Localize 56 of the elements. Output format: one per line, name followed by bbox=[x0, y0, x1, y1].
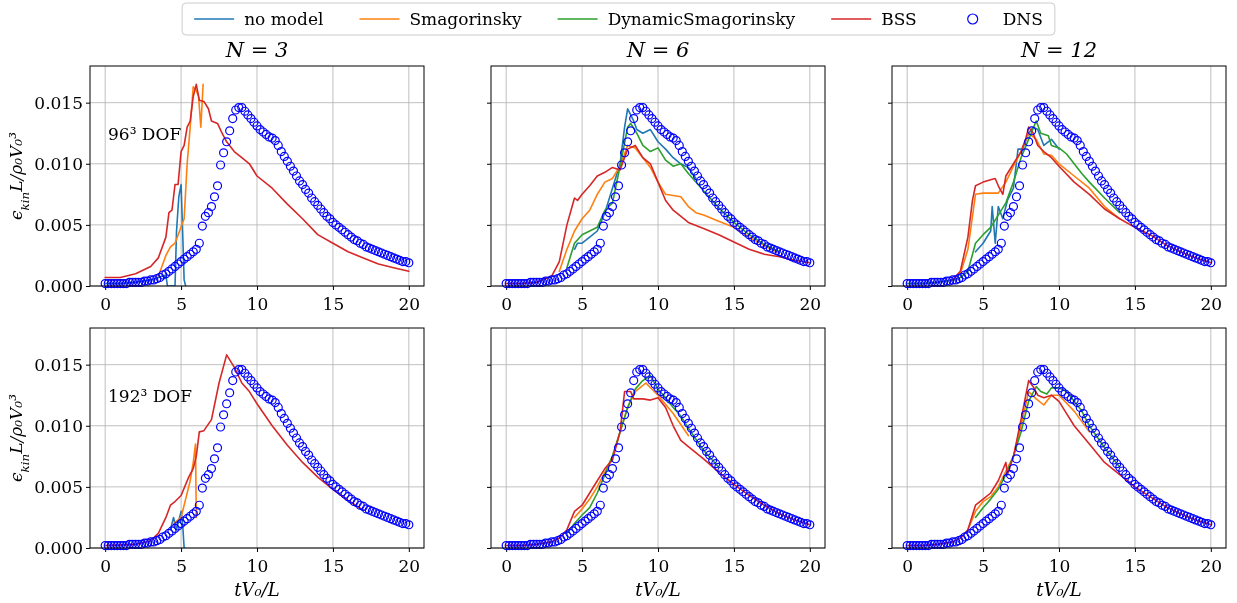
x-tick-label: 5 bbox=[978, 294, 990, 314]
line-series bbox=[169, 510, 186, 548]
x-tick-label: 5 bbox=[978, 556, 990, 576]
legend-label: DNS bbox=[1002, 9, 1043, 29]
chart-title: N = 6 bbox=[625, 38, 690, 62]
x-tick-label: 20 bbox=[799, 294, 822, 314]
y-tick-label: 0.015 bbox=[34, 92, 83, 113]
x-tick-label: 10 bbox=[1048, 294, 1071, 314]
x-tick-label: 0 bbox=[501, 294, 513, 314]
x-tick-label: 20 bbox=[398, 556, 421, 576]
legend-label: DynamicSmagorinsky bbox=[607, 9, 796, 29]
line-series bbox=[104, 83, 410, 279]
chart-title: N = 12 bbox=[1019, 38, 1098, 62]
x-tick-label: 10 bbox=[246, 556, 269, 576]
y-tick-label: 0.015 bbox=[34, 354, 83, 375]
x-tick-label: 20 bbox=[1200, 556, 1223, 576]
x-axis-title: tV₀/L bbox=[635, 579, 681, 600]
x-tick-label: 0 bbox=[501, 556, 513, 576]
annotation: 192³ DOF bbox=[108, 386, 193, 406]
x-tick-label: 10 bbox=[647, 294, 670, 314]
legend-label: BSS bbox=[881, 9, 917, 29]
legend-label: Smagorinsky bbox=[409, 9, 523, 29]
x-tick-label: 20 bbox=[398, 294, 421, 314]
x-tick-label: 5 bbox=[176, 556, 187, 576]
x-tick-label: 5 bbox=[176, 294, 187, 314]
chart-title: N = 3 bbox=[224, 38, 289, 62]
x-tick-label: 10 bbox=[246, 294, 269, 314]
x-tick-label: 15 bbox=[322, 556, 345, 576]
y-tick-label: 0.000 bbox=[34, 537, 83, 558]
x-tick-label: 0 bbox=[902, 294, 914, 314]
annotation: 96³ DOF bbox=[108, 124, 182, 144]
line-series bbox=[104, 183, 187, 286]
x-tick-label: 15 bbox=[322, 294, 345, 314]
x-tick-label: 0 bbox=[100, 556, 112, 576]
y-tick-label: 0.010 bbox=[34, 153, 83, 174]
y-tick-label: 0.005 bbox=[34, 214, 83, 235]
x-tick-label: 10 bbox=[647, 556, 670, 576]
x-tick-label: 15 bbox=[1124, 294, 1147, 314]
x-tick-label: 20 bbox=[799, 556, 822, 576]
x-tick-label: 15 bbox=[723, 294, 746, 314]
y-tick-label: 0.010 bbox=[34, 415, 83, 436]
x-tick-label: 5 bbox=[577, 294, 589, 314]
line-series bbox=[104, 354, 365, 547]
line-series bbox=[172, 443, 198, 525]
x-tick-label: 10 bbox=[1048, 556, 1071, 576]
x-axis-title: tV₀/L bbox=[1036, 579, 1082, 600]
y-tick-label: 0.000 bbox=[34, 275, 83, 296]
x-tick-label: 20 bbox=[1200, 294, 1223, 314]
x-axis-title: tV₀/L bbox=[234, 579, 280, 600]
y-tick-label: 0.005 bbox=[34, 476, 83, 497]
x-tick-label: 15 bbox=[723, 556, 746, 576]
x-tick-label: 0 bbox=[100, 294, 112, 314]
legend-label: no model bbox=[244, 9, 324, 29]
x-tick-label: 15 bbox=[1124, 556, 1147, 576]
x-tick-label: 5 bbox=[577, 556, 589, 576]
x-tick-label: 0 bbox=[902, 556, 914, 576]
